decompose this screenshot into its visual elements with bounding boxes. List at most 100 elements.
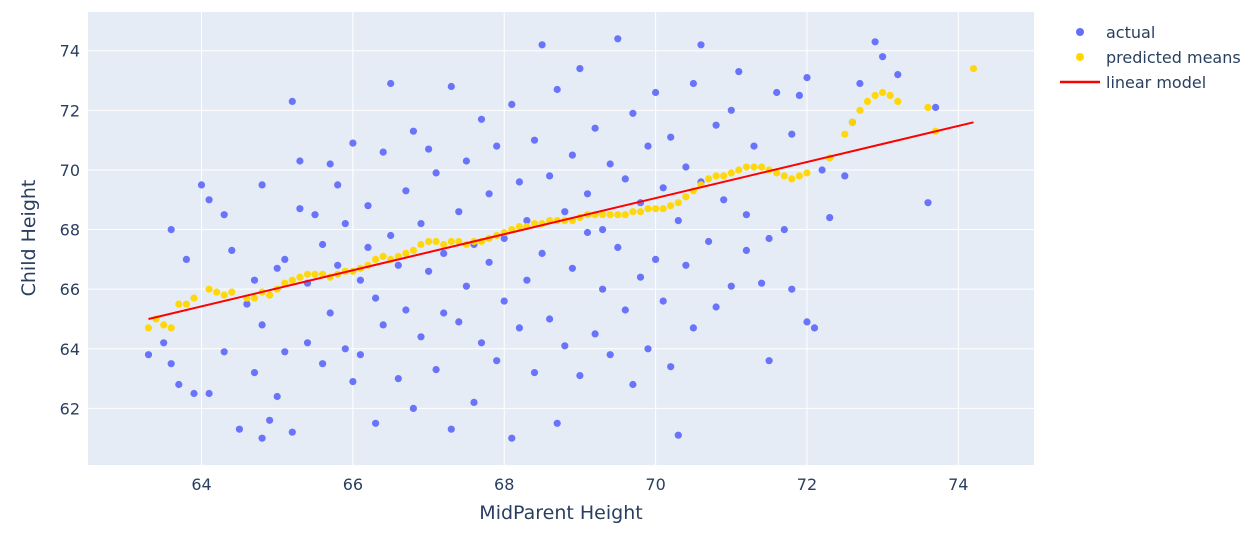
actual-point (190, 389, 198, 398)
actual-point (697, 41, 705, 49)
y-tick-label: 62 (60, 399, 80, 418)
predicted-mean-point (636, 208, 645, 216)
actual-point (167, 360, 175, 368)
actual-point (500, 234, 508, 243)
predicted-mean-point (311, 270, 319, 278)
actual-point (477, 115, 486, 123)
actual-point (523, 276, 531, 284)
x-tick-label: 68 (494, 475, 514, 494)
predicted-mean-point (735, 166, 743, 174)
grid-lines (88, 12, 1034, 465)
actual-point (788, 285, 796, 293)
predicted-mean-point (856, 106, 864, 114)
actual-point (462, 282, 470, 290)
predicted-mean-point (705, 175, 713, 183)
predicted-mean-point (160, 321, 168, 329)
actual-point (462, 157, 470, 165)
actual-point (508, 434, 516, 442)
predicted-mean-point (969, 65, 978, 73)
predicted-mean-point (599, 211, 607, 219)
actual-point (636, 273, 645, 281)
actual-point (258, 181, 266, 189)
actual-point (538, 41, 546, 49)
legend-item-actual[interactable]: actual (1076, 23, 1155, 42)
actual-point (364, 202, 372, 210)
actual-point (568, 264, 577, 272)
legend-item-predicted-means[interactable]: predicted means (1076, 48, 1241, 67)
actual-point (742, 246, 751, 254)
actual-point (538, 249, 546, 257)
actual-point (167, 226, 175, 234)
predicted-mean-point (606, 211, 614, 219)
actual-point (356, 276, 364, 284)
y-axis-title: Child Height (18, 180, 40, 297)
actual-point (614, 243, 622, 251)
actual-point (500, 297, 508, 305)
actual-point (220, 211, 228, 219)
actual-point (288, 428, 296, 436)
actual-point (432, 169, 440, 177)
actual-point (667, 363, 675, 371)
actual-point (553, 85, 561, 94)
actual-point (144, 351, 153, 359)
actual-point (250, 369, 259, 377)
predicted-mean-point (296, 273, 304, 281)
actual-point (546, 315, 554, 323)
actual-point (591, 124, 599, 132)
actual-point (561, 342, 569, 350)
actual-point (197, 181, 206, 189)
actual-point (470, 398, 478, 406)
predicted-mean-point (190, 294, 198, 302)
actual-point (349, 139, 357, 147)
actual-point (326, 309, 334, 317)
actual-point (250, 276, 259, 284)
actual-point (720, 196, 728, 204)
predicted-mean-point (712, 172, 720, 180)
legend-item-linear-model[interactable]: linear model (1060, 73, 1206, 92)
actual-point (644, 142, 652, 150)
predicted-mean-point (402, 249, 410, 257)
actual-point (599, 285, 607, 293)
actual-point (243, 300, 251, 308)
predicted-mean-point (144, 324, 153, 332)
actual-point (621, 306, 629, 314)
actual-point (493, 142, 501, 150)
actual-point (440, 309, 448, 317)
actual-point (379, 321, 387, 329)
axis-ticks: 64 66 68 70 72 74 62 64 66 68 70 72 74 (60, 42, 969, 494)
actual-point (356, 351, 364, 359)
predicted-mean-point (629, 208, 637, 216)
actual-point (372, 294, 380, 302)
actual-point (477, 339, 486, 347)
predicted-mean-point (614, 211, 622, 219)
predicted-mean-point (773, 169, 781, 177)
x-tick-label: 66 (343, 475, 363, 494)
legend-label: actual (1106, 23, 1155, 42)
x-tick-label: 64 (191, 475, 211, 494)
y-tick-label: 66 (60, 280, 80, 299)
actual-point (530, 136, 539, 144)
actual-point (599, 226, 607, 234)
predicted-mean-point (167, 324, 175, 332)
predicted-mean-point (758, 163, 766, 171)
actual-point (417, 220, 425, 228)
predicted-mean-point (288, 276, 296, 284)
predicted-mean-point (886, 91, 894, 99)
predicted-mean-point (848, 118, 857, 126)
actual-point (341, 345, 349, 353)
actual-point (682, 261, 690, 269)
actual-point (417, 333, 425, 341)
actual-point (576, 372, 584, 380)
predicted-mean-point (659, 205, 667, 213)
predicted-mean-point (720, 172, 728, 180)
predicted-mean-point (220, 291, 228, 299)
actual-point (281, 255, 289, 263)
y-tick-label: 64 (60, 340, 80, 359)
actual-point (667, 133, 675, 141)
predicted-mean-point (674, 199, 682, 207)
legend[interactable]: actual predicted means linear model (1060, 23, 1241, 92)
actual-point (841, 172, 849, 180)
actual-point (803, 74, 811, 82)
actual-point (394, 261, 402, 269)
